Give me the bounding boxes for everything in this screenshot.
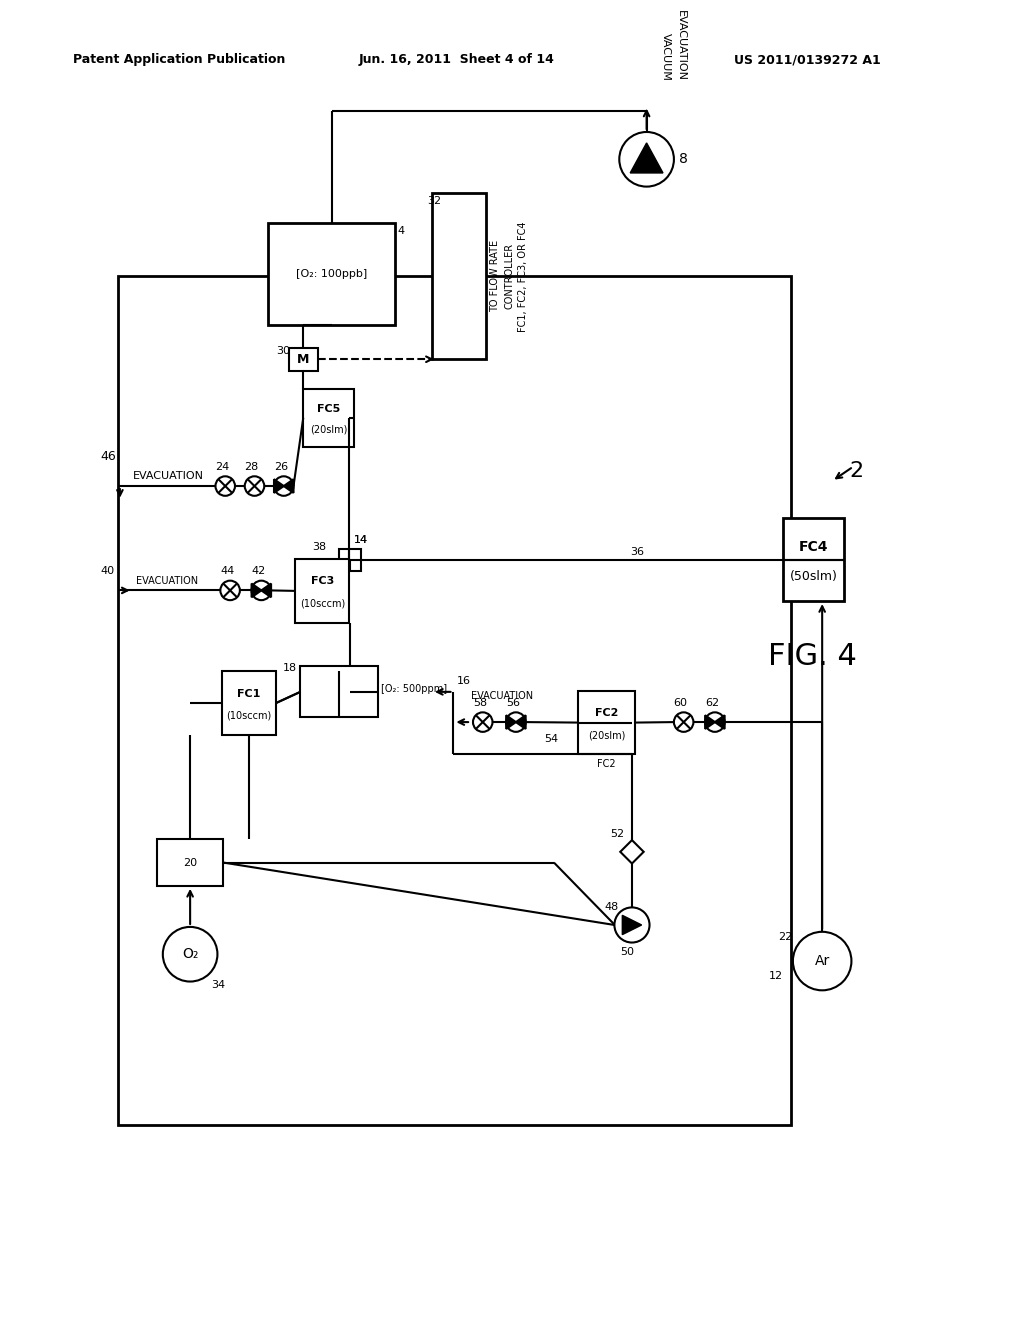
Text: 16: 16 [457, 676, 470, 686]
Circle shape [614, 907, 649, 942]
Circle shape [274, 477, 294, 496]
Text: 40: 40 [100, 566, 115, 576]
Text: Ar: Ar [814, 954, 829, 968]
Text: 12: 12 [769, 970, 782, 981]
Text: 2: 2 [849, 462, 863, 482]
Bar [118, 276, 791, 1125]
Text: 58: 58 [473, 697, 486, 708]
Text: FIG. 4: FIG. 4 [768, 643, 857, 672]
Text: 26: 26 [273, 462, 288, 471]
Text: FC1, FC2, FC3, OR FC4: FC1, FC2, FC3, OR FC4 [518, 220, 527, 331]
Text: Patent Application Publication: Patent Application Publication [73, 53, 286, 66]
Circle shape [706, 713, 725, 731]
Bar [303, 388, 354, 447]
Circle shape [793, 932, 851, 990]
Text: EVACUATION: EVACUATION [135, 576, 198, 586]
Text: (10sccm): (10sccm) [226, 710, 271, 721]
Text: 36: 36 [630, 548, 644, 557]
Text: O₂: O₂ [182, 948, 199, 961]
Polygon shape [252, 583, 261, 597]
Text: Jun. 16, 2011  Sheet 4 of 14: Jun. 16, 2011 Sheet 4 of 14 [358, 53, 555, 66]
Text: [O₂: 500ppm]: [O₂: 500ppm] [381, 684, 447, 694]
Polygon shape [274, 479, 284, 492]
Polygon shape [630, 143, 663, 173]
Bar [432, 194, 485, 359]
Text: (50slm): (50slm) [790, 570, 838, 582]
Polygon shape [715, 715, 725, 729]
Text: 24: 24 [215, 462, 229, 471]
Text: 46: 46 [100, 450, 116, 463]
Circle shape [252, 581, 271, 601]
Text: 20: 20 [183, 858, 198, 867]
Circle shape [163, 927, 217, 982]
Polygon shape [706, 715, 715, 729]
Polygon shape [516, 715, 525, 729]
Text: 48: 48 [604, 903, 618, 912]
Text: 50: 50 [621, 948, 634, 957]
Text: CONTROLLER: CONTROLLER [504, 243, 514, 309]
Bar [289, 347, 317, 371]
Text: 34: 34 [212, 981, 225, 990]
Text: M: M [297, 352, 309, 366]
Text: 42: 42 [251, 566, 265, 576]
Text: 54: 54 [544, 734, 558, 743]
Circle shape [215, 477, 234, 496]
Text: FC3: FC3 [310, 577, 334, 586]
Text: 28: 28 [245, 462, 259, 471]
Bar [300, 667, 379, 717]
Text: TO FLOW RATE: TO FLOW RATE [490, 240, 501, 313]
Text: 60: 60 [674, 697, 688, 708]
Circle shape [620, 132, 674, 186]
Text: 62: 62 [705, 697, 719, 708]
Text: US 2011/0139272 A1: US 2011/0139272 A1 [734, 53, 881, 66]
Text: (20slm): (20slm) [588, 730, 626, 741]
Text: 44: 44 [220, 566, 234, 576]
Text: 52: 52 [610, 829, 625, 840]
Text: 38: 38 [312, 541, 327, 552]
Text: [O₂: 100ppb]: [O₂: 100ppb] [296, 269, 368, 279]
Text: EVACUATION: EVACUATION [676, 11, 686, 82]
Circle shape [245, 477, 264, 496]
Circle shape [506, 713, 525, 731]
Text: 18: 18 [283, 664, 297, 673]
Text: VACUUM: VACUUM [662, 33, 671, 82]
Bar [157, 840, 223, 886]
Text: 8: 8 [679, 152, 688, 166]
Text: FC2: FC2 [595, 708, 618, 718]
Text: FC5: FC5 [317, 404, 340, 414]
Text: 4: 4 [398, 226, 406, 235]
Circle shape [220, 581, 240, 601]
Text: 22: 22 [778, 932, 793, 941]
Bar [339, 549, 360, 572]
Polygon shape [623, 915, 642, 935]
Circle shape [473, 713, 493, 731]
Circle shape [674, 713, 693, 731]
Text: FC2: FC2 [597, 759, 615, 770]
Text: (20slm): (20slm) [310, 425, 347, 434]
Bar [296, 560, 349, 623]
Polygon shape [261, 583, 271, 597]
Text: FC1: FC1 [238, 689, 261, 698]
Text: EVACUATION: EVACUATION [471, 690, 534, 701]
Text: FC4: FC4 [799, 540, 828, 554]
Bar [222, 672, 275, 735]
Text: 32: 32 [427, 197, 441, 206]
Text: 56: 56 [506, 697, 520, 708]
Text: (10sccm): (10sccm) [300, 598, 345, 609]
Polygon shape [621, 840, 644, 863]
Text: 30: 30 [275, 346, 290, 356]
Bar [783, 519, 844, 601]
Bar [268, 223, 395, 325]
Polygon shape [284, 479, 294, 492]
Text: 14: 14 [354, 535, 368, 545]
Bar [579, 690, 635, 754]
Polygon shape [506, 715, 516, 729]
Text: EVACUATION: EVACUATION [132, 471, 204, 482]
Text: 14: 14 [354, 535, 368, 545]
